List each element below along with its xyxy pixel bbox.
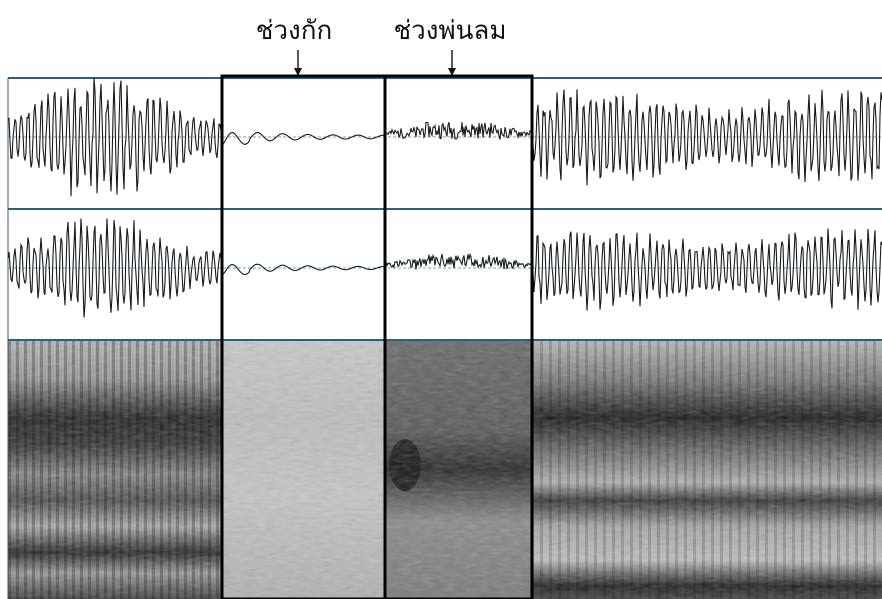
aspiration-arrow xyxy=(448,50,456,76)
closure-arrow xyxy=(294,50,302,76)
waveform-channel-1 xyxy=(7,77,882,197)
aspiration-box xyxy=(383,74,534,599)
aspiration-label: ช่วงพ่นลม xyxy=(393,16,507,46)
waveform-channel-2 xyxy=(7,218,882,318)
spectrogram xyxy=(8,340,882,599)
closure-label: ช่วงกัก xyxy=(255,16,333,46)
